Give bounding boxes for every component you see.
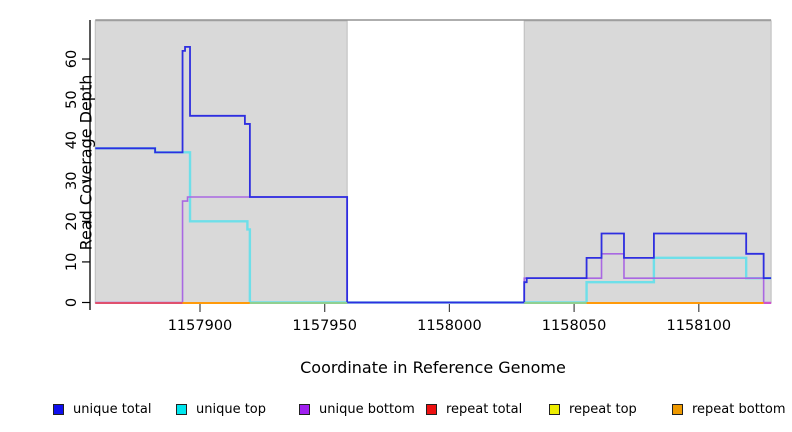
y-tick-label: 30 (64, 172, 80, 190)
y-tick-label: 50 (64, 90, 80, 108)
legend-swatch-icon (549, 403, 560, 415)
legend-label: unique bottom (319, 401, 415, 417)
y-tick-label: 60 (64, 50, 80, 68)
legend-swatch-icon (53, 403, 64, 415)
legend-item-unique-top: unique top (176, 401, 266, 417)
x-tick-label: 1158000 (417, 318, 482, 334)
x-axis-title: Coordinate in Reference Genome (300, 358, 566, 377)
shaded-region (523, 20, 772, 304)
legend-item-repeat-top: repeat top (549, 401, 637, 417)
x-tick-label: 1158050 (542, 318, 607, 334)
legend-swatch-icon (299, 403, 310, 415)
x-tick-label: 1158100 (667, 318, 732, 334)
legend-label: repeat top (569, 401, 637, 417)
x-tick-label: 1157950 (292, 318, 357, 334)
legend-swatch-icon (672, 403, 683, 415)
shaded-region (94, 20, 348, 304)
legend-label: unique top (196, 401, 267, 417)
legend-swatch-icon (426, 403, 437, 415)
series-unique-total (95, 45, 772, 304)
y-axis-title: Read Coverage Depth (76, 74, 96, 251)
legend: unique total unique top unique bottom repea… (0, 401, 792, 423)
y-tick-label: 40 (64, 131, 80, 149)
y-tick-label: 20 (64, 212, 80, 230)
legend-label: unique total (73, 401, 152, 417)
legend-swatch-icon (176, 403, 187, 415)
legend-item-repeat-bottom: repeat bottom (672, 401, 786, 417)
legend-item-repeat-total: repeat total (426, 401, 522, 417)
legend-label: repeat total (446, 401, 523, 417)
legend-item-unique-bottom: unique bottom (299, 401, 415, 417)
legend-item-unique-total: unique total (53, 401, 151, 417)
y-tick-label: 10 (64, 253, 80, 271)
y-tick-label: 0 (64, 298, 80, 307)
x-tick-label: 1157900 (168, 318, 233, 334)
legend-label: repeat bottom (692, 401, 786, 417)
